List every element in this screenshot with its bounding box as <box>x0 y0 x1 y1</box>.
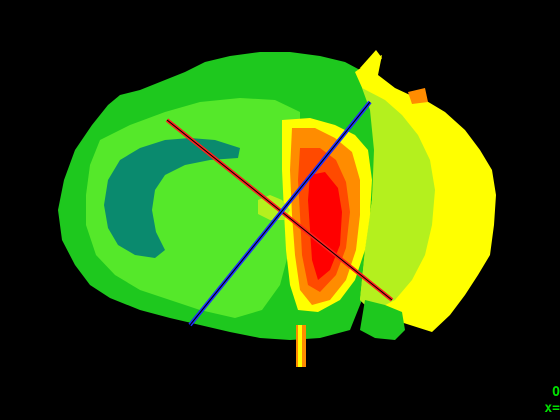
readout-line-2: x= <box>544 401 560 416</box>
spike-bottom-core <box>298 325 302 367</box>
crosshair-red-line-core <box>166 119 393 301</box>
map-region-green-lobe <box>360 300 405 340</box>
map-region-yellow-green <box>360 88 435 312</box>
spike-top-right <box>408 88 428 104</box>
spike-top <box>360 50 382 74</box>
readout-line-1: O <box>552 385 560 400</box>
map-region-dark-teal <box>104 138 240 258</box>
crosshair-blue-line-core <box>189 101 371 326</box>
